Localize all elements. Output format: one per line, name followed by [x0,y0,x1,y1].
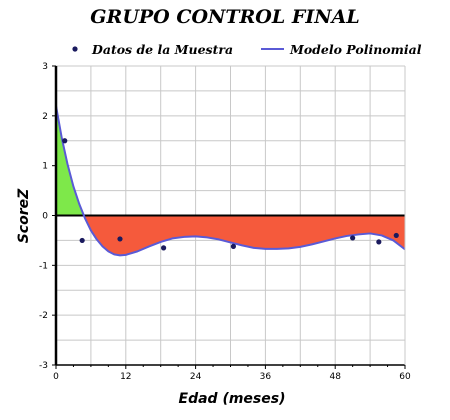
chart-title: GRUPO CONTROL FINAL [90,6,359,28]
legend-marker-datos [72,46,78,52]
x-tick-label: 12 [120,372,131,382]
area-fills [56,105,405,256]
y-tick-label: 2 [42,112,48,122]
data-point [350,235,356,241]
y-tick-label: -3 [39,361,48,371]
y-tick-label: -1 [39,261,48,271]
data-point [117,236,123,242]
y-tick-label: 0 [42,212,48,222]
x-axis-label: Edad (meses) [179,391,286,407]
x-tick-label: 24 [190,372,202,382]
y-axis-label: ScoreZ [16,188,32,243]
y-tick-label: -2 [39,311,48,321]
x-tick-label: 36 [260,372,272,382]
data-point [376,239,382,245]
legend-label-datos: Datos de la Muestra [91,42,233,57]
model-curve [55,105,406,257]
x-tick-label: 60 [399,372,411,382]
fill-above-zero [56,105,84,216]
legend: Datos de la Muestra Modelo Polinomial [72,42,422,57]
data-point [393,232,399,239]
data-point [230,243,237,249]
data-point [62,138,68,144]
x-tick-label: 48 [329,372,341,382]
y-tick-label: 3 [42,62,48,72]
data-points [62,138,399,251]
fill-below-zero [83,215,405,256]
x-tick-label: 0 [53,372,59,382]
y-tick-label: 1 [42,162,48,172]
data-point [79,237,85,244]
curve-layer [55,105,406,257]
legend-label-modelo: Modelo Polinomial [289,42,422,57]
data-point [161,245,167,251]
